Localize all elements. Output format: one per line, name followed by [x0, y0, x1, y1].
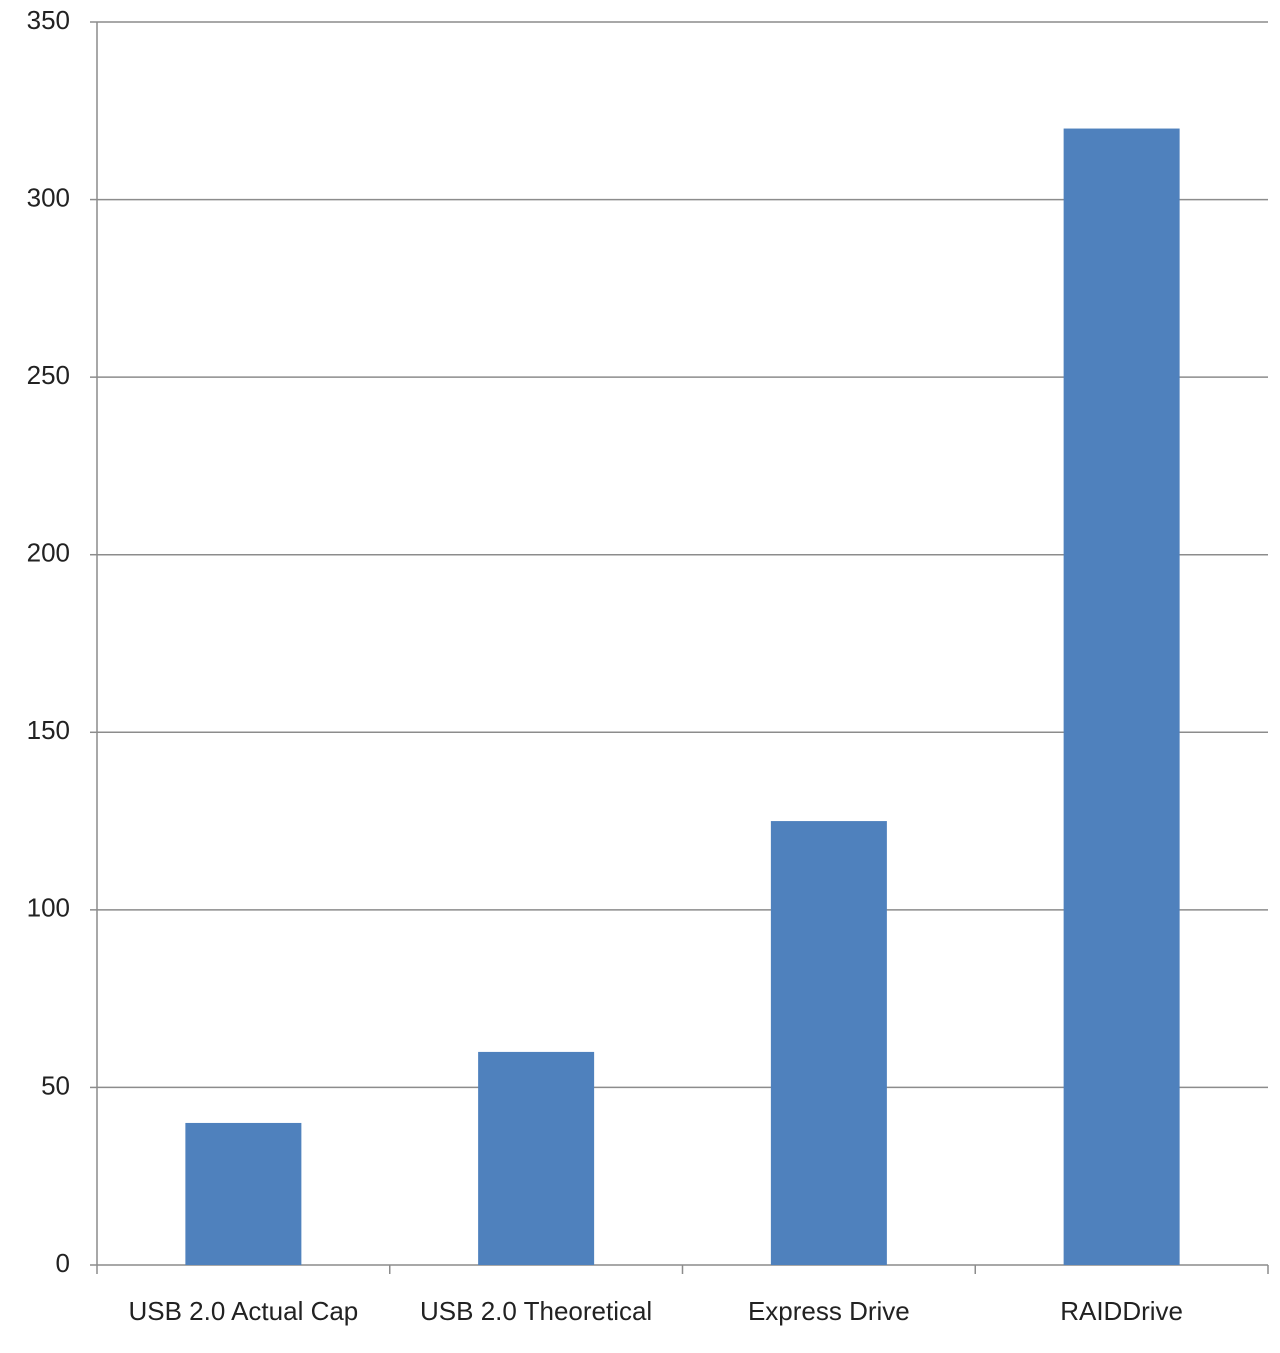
- x-tick-label: USB 2.0 Actual Cap: [128, 1296, 358, 1326]
- x-tick-label: Express Drive: [748, 1296, 910, 1326]
- bar: [478, 1051, 595, 1265]
- bar: [185, 1122, 302, 1265]
- y-tick-label: 50: [41, 1070, 70, 1100]
- y-tick-label: 350: [27, 5, 70, 35]
- y-tick-label: 100: [27, 893, 70, 923]
- y-tick-label: 200: [27, 538, 70, 568]
- x-tick-label: RAIDDrive: [1060, 1296, 1183, 1326]
- y-tick-label: 150: [27, 715, 70, 745]
- y-tick-label: 250: [27, 360, 70, 390]
- y-tick-label: 300: [27, 182, 70, 212]
- x-tick-label: USB 2.0 Theoretical: [420, 1296, 652, 1326]
- y-tick-label: 0: [56, 1248, 70, 1278]
- bar: [1063, 128, 1180, 1266]
- bar: [770, 821, 887, 1265]
